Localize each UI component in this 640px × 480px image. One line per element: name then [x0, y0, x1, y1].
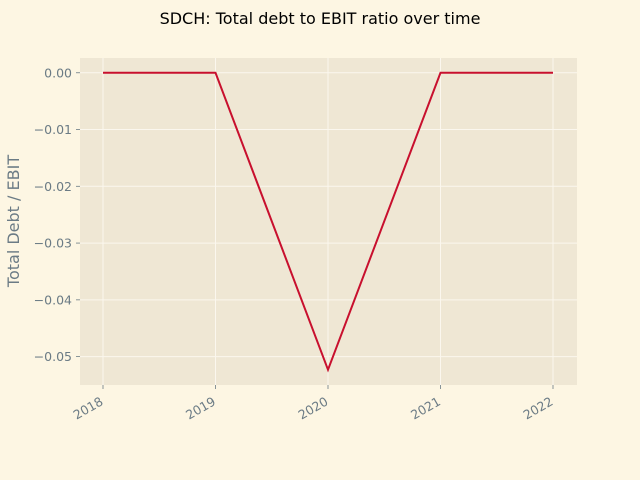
- grid-lines: [80, 58, 577, 385]
- y-tick-label: 0.00: [44, 65, 72, 80]
- series-layer: [103, 71, 553, 373]
- y-tick-label: −0.03: [34, 236, 72, 251]
- y-tick-label: −0.02: [34, 179, 72, 194]
- chart-title: SDCH: Total debt to EBIT ratio over time: [160, 9, 481, 28]
- y-tick-label: −0.04: [34, 292, 72, 307]
- series-line: [103, 71, 553, 373]
- y-tick-labels: 0.00 −0.01 −0.02 −0.03 −0.04 −0.05: [34, 65, 80, 364]
- y-axis-label: Total Debt / EBIT: [4, 155, 23, 288]
- y-tick-label: −0.05: [34, 349, 72, 364]
- y-tick-label: −0.01: [34, 122, 72, 137]
